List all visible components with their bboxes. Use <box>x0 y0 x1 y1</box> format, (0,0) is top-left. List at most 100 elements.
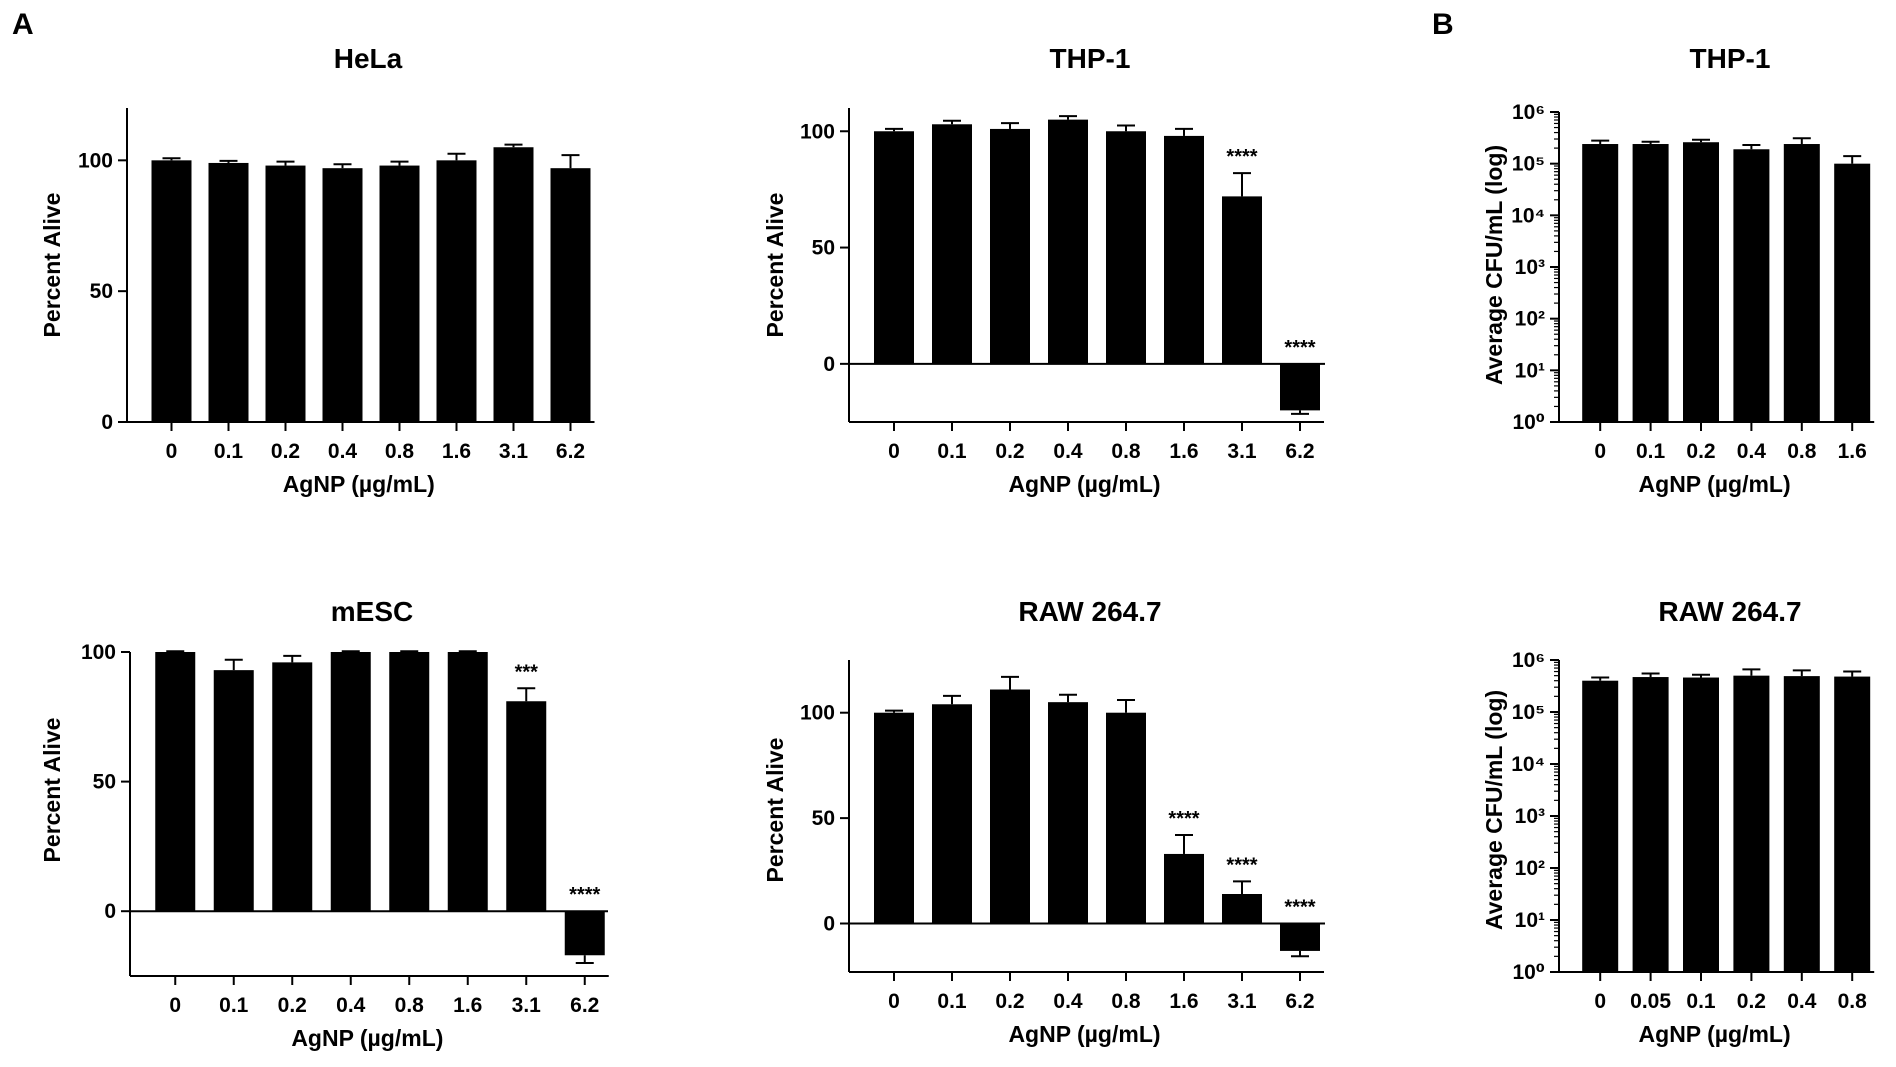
chart2-bar <box>932 124 972 364</box>
chart5-x-tick-label: 0 <box>888 990 900 1013</box>
chart5-x-tick-label: 0.2 <box>995 990 1024 1013</box>
chart3-bar <box>1834 163 1871 422</box>
chart2-y-tick-label: 50 <box>812 237 835 260</box>
chart4-bar <box>213 670 254 912</box>
chart2-x-tick-label: 1.6 <box>1169 440 1198 463</box>
chart5-bar <box>1164 853 1204 924</box>
chart6-y-tick-label: 10² <box>1515 857 1545 880</box>
chart2-y-tick-label: 0 <box>823 353 835 376</box>
chart1-x-tick-label: 1.6 <box>442 440 471 463</box>
chart6-y-axis-label: Average CFU/mL (log) <box>1481 690 1507 930</box>
chart3-bar <box>1733 149 1770 422</box>
chart3-y-tick-label: 10⁴ <box>1511 204 1545 227</box>
chart3-x-tick-label: 0.2 <box>1686 440 1715 463</box>
chart3-bar <box>1582 144 1619 423</box>
chart4-bar <box>506 701 547 912</box>
chart5-x-tick-label: 0.4 <box>1053 990 1083 1013</box>
chart2-x-tick-label: 6.2 <box>1285 440 1314 463</box>
chart1-y-tick-label: 50 <box>90 280 113 303</box>
chart1-bar <box>322 168 363 422</box>
chart2-title: THP-1 <box>1050 43 1131 74</box>
chart1-x-tick-label: 0.2 <box>271 440 300 463</box>
chart6-x-tick-label: 0.1 <box>1686 990 1716 1013</box>
chart2-bar <box>1222 196 1262 364</box>
chart3-y-tick-label: 10¹ <box>1515 359 1545 382</box>
chart5-title: RAW 264.7 <box>1018 596 1161 627</box>
chart3-bar <box>1783 144 1820 423</box>
chart2-bar <box>1048 119 1088 364</box>
chart3-x-tick-label: 1.6 <box>1838 440 1867 463</box>
chart5-x-tick-label: 0.8 <box>1111 990 1141 1013</box>
chart1-y-tick-label: 0 <box>101 411 113 434</box>
chart3-bar <box>1632 144 1669 423</box>
chart2-bar <box>874 131 914 364</box>
chart2-y-tick-label: 100 <box>800 120 835 143</box>
chart5-bar <box>990 689 1030 924</box>
chart4-x-tick-label: 6.2 <box>570 994 599 1017</box>
chart1-x-tick-label: 0.4 <box>328 440 358 463</box>
chart1-bar <box>265 165 306 423</box>
chart6-x-tick-label: 0.05 <box>1630 990 1671 1013</box>
chart3-y-axis-label: Average CFU/mL (log) <box>1481 145 1507 385</box>
chart3-y-tick-label: 10⁵ <box>1512 153 1545 176</box>
chart2-x-tick-label: 0 <box>888 440 900 463</box>
chart1-bar <box>151 160 192 423</box>
chart5-x-tick-label: 3.1 <box>1227 990 1257 1013</box>
chart1-title: HeLa <box>334 43 403 74</box>
chart4-x-tick-label: 0.2 <box>278 994 307 1017</box>
chart6-x-tick-label: 0.8 <box>1838 990 1868 1013</box>
chart5-x-tick-label: 6.2 <box>1285 990 1314 1013</box>
chart6-y-tick-label: 10⁶ <box>1512 649 1545 672</box>
chart2-bar <box>1106 131 1146 364</box>
chart4-x-axis-label: AgNP (µg/mL) <box>291 1025 443 1051</box>
chart2-bar <box>990 128 1030 364</box>
chart5-significance-label: **** <box>1284 897 1315 919</box>
chart2-x-tick-label: 0.8 <box>1111 440 1141 463</box>
chart3-y-tick-label: 10⁶ <box>1512 101 1545 124</box>
chart4-significance-label: *** <box>515 661 539 683</box>
chart6-bar <box>1733 675 1770 972</box>
chart2-x-tick-label: 0.1 <box>937 440 967 463</box>
chart2-y-axis-label: Percent Alive <box>762 193 788 338</box>
chart5-y-tick-label: 100 <box>800 702 835 725</box>
chart4-x-tick-label: 0.4 <box>336 994 366 1017</box>
chart4-bar <box>389 652 430 912</box>
chart1-x-tick-label: 0.1 <box>214 440 244 463</box>
chart5-significance-label: **** <box>1168 808 1199 830</box>
panel-label-b: B <box>1432 8 1454 41</box>
chart6-y-tick-label: 10³ <box>1515 805 1545 828</box>
chart5-x-tick-label: 0.1 <box>937 990 967 1013</box>
chart2-bar <box>1164 135 1204 364</box>
chart4-x-tick-label: 0.1 <box>219 994 249 1017</box>
chart6-x-tick-label: 0.4 <box>1787 990 1817 1013</box>
chart3-y-tick-label: 10² <box>1515 308 1545 331</box>
chart1-x-tick-label: 0 <box>166 440 178 463</box>
chart3-x-tick-label: 0.1 <box>1636 440 1666 463</box>
chart4-y-tick-label: 100 <box>81 641 116 664</box>
chart5-bar <box>1106 712 1146 924</box>
chart4-x-tick-label: 0.8 <box>395 994 425 1017</box>
chart4-bar <box>330 652 371 912</box>
chart3-y-tick-label: 10³ <box>1515 256 1545 279</box>
chart4-bar <box>447 652 488 912</box>
chart1-x-axis-label: AgNP (µg/mL) <box>283 471 435 497</box>
chart6-y-tick-label: 10⁴ <box>1511 753 1545 776</box>
chart6-bar <box>1582 680 1619 972</box>
chart4-bar <box>564 911 605 956</box>
chart5-y-axis-label: Percent Alive <box>762 738 788 883</box>
chart2-x-tick-label: 0.2 <box>995 440 1024 463</box>
chart2-significance-label: **** <box>1226 146 1257 168</box>
chart2-significance-label: **** <box>1284 337 1315 359</box>
chart2-x-axis-label: AgNP (µg/mL) <box>1008 471 1160 497</box>
chart3-x-tick-label: 0.8 <box>1787 440 1817 463</box>
chart5-bar <box>1048 702 1088 924</box>
chart4-x-tick-label: 0 <box>169 994 181 1017</box>
chart2-bar <box>1280 363 1320 411</box>
chart1-bar <box>208 162 249 422</box>
chart3-x-tick-label: 0 <box>1594 440 1606 463</box>
chart1-x-tick-label: 0.8 <box>385 440 415 463</box>
chart2-x-tick-label: 0.4 <box>1053 440 1083 463</box>
chart6-y-tick-label: 10⁵ <box>1512 701 1545 724</box>
chart3-bar <box>1683 142 1719 422</box>
